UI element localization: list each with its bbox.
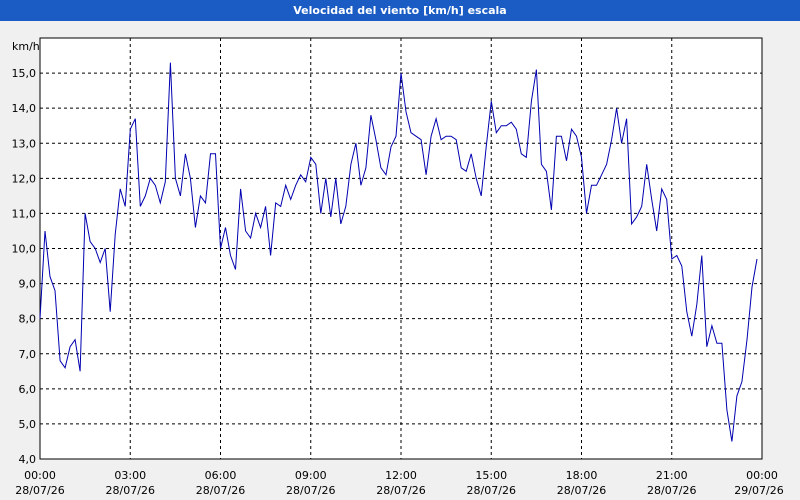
x-tick-date-label: 28/07/26 [196, 484, 245, 497]
x-tick-time-label: 12:00 [385, 469, 417, 482]
y-tick-label: 13,0 [12, 137, 37, 150]
x-tick-time-label: 15:00 [475, 469, 507, 482]
x-tick-time-label: 18:00 [566, 469, 598, 482]
y-tick-label: 6,0 [19, 383, 37, 396]
x-axis-ticks: 00:00 28/07/26 03:00 28/07/26 06:00 28/07/26 0… [15, 469, 783, 497]
y-tick-label: 11,0 [12, 207, 37, 220]
chart-title: Velocidad del viento [km/h] escala [0, 0, 800, 21]
x-tick-time-label: 21:00 [656, 469, 688, 482]
y-axis-ticks: 4,0 5,0 6,0 7,0 8,0 9,0 10,0 11,0 12,0 13,0 14,0 15… [12, 67, 37, 466]
y-tick-label: 7,0 [19, 348, 37, 361]
grid-lines [40, 38, 762, 459]
x-tick-date-label: 28/07/26 [557, 484, 606, 497]
wind-speed-series-line [39, 62, 758, 442]
x-tick-date-label: 29/07/26 [734, 484, 783, 497]
y-tick-label: 12,0 [12, 172, 37, 185]
x-tick-date-label: 28/07/26 [286, 484, 335, 497]
y-tick-label: 8,0 [19, 313, 37, 326]
x-tick-date-label: 28/07/26 [647, 484, 696, 497]
y-tick-label: 4,0 [19, 453, 37, 466]
x-tick-date-label: 28/07/26 [376, 484, 425, 497]
x-tick-time-label: 03:00 [114, 469, 146, 482]
x-tick-date-label: 28/07/26 [467, 484, 516, 497]
x-tick-time-label: 00:00 [24, 469, 56, 482]
x-tick-time-label: 06:00 [205, 469, 237, 482]
x-tick-date-label: 28/07/26 [15, 484, 64, 497]
y-tick-label: 15,0 [12, 67, 37, 80]
y-tick-label: 10,0 [12, 243, 37, 256]
x-tick-time-label: 00:00 [746, 469, 778, 482]
x-tick-date-label: 28/07/26 [106, 484, 155, 497]
y-tick-label: 9,0 [19, 278, 37, 291]
y-axis-unit-label: km/h [12, 40, 40, 53]
y-tick-label: 14,0 [12, 102, 37, 115]
y-tick-label: 5,0 [19, 418, 37, 431]
x-tick-time-label: 09:00 [295, 469, 327, 482]
